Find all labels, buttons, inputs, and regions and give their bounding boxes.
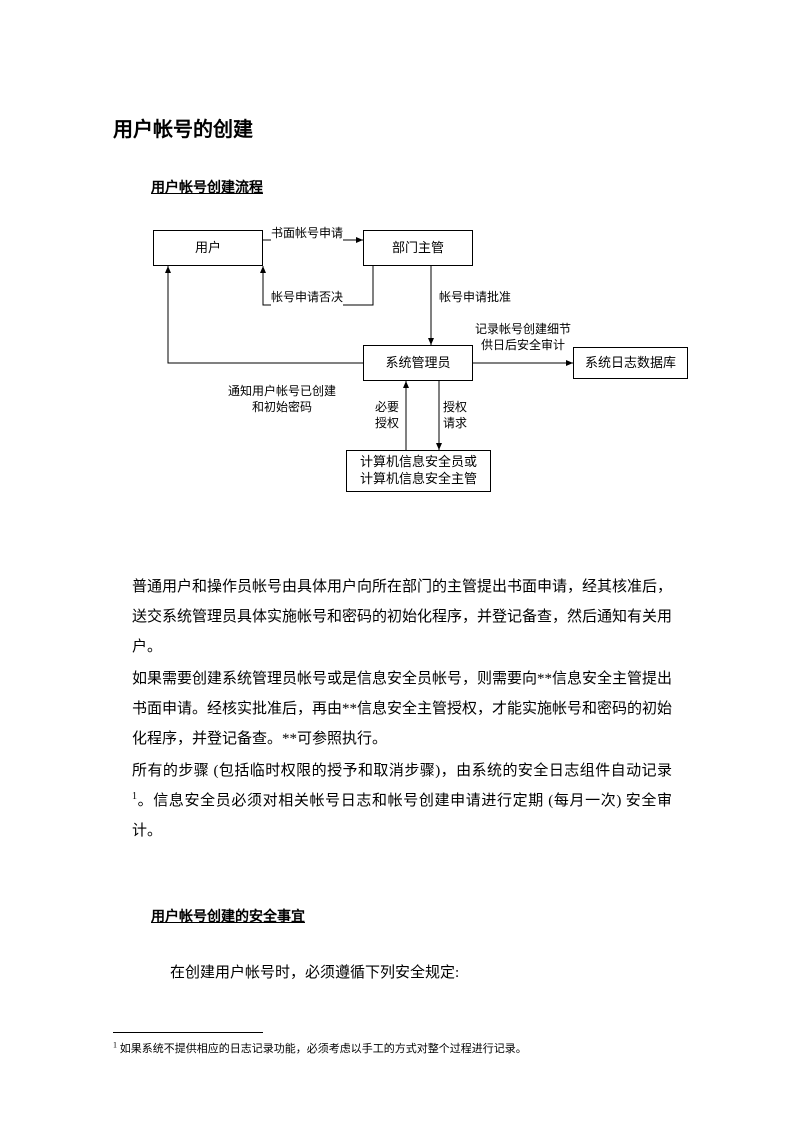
section-heading-process: 用户帐号创建流程 <box>151 177 263 197</box>
edge-label-approve: 帐号申请批准 <box>439 290 511 306</box>
flow-node-dept-label: 部门主管 <box>392 240 444 257</box>
footnote-text: 如果系统不提供相应的日志记录功能，必须考虑以手工的方式对整个过程进行记录。 <box>120 1043 527 1055</box>
account-creation-flowchart: 用户 部门主管 系统管理员 计算机信息安全员或 计算机信息安全主管 系统日志数据… <box>113 220 693 500</box>
footnote-separator <box>113 1032 263 1033</box>
flow-node-sysadmin-label: 系统管理员 <box>385 355 450 372</box>
flow-node-logdb-label: 系统日志数据库 <box>585 355 676 372</box>
paragraph-2: 如果需要创建系统管理员帐号或是信息安全员帐号，则需要向**信息安全主管提出书面申… <box>132 664 672 754</box>
flow-node-dept-manager: 部门主管 <box>363 230 473 266</box>
flow-node-user-label: 用户 <box>195 240 221 257</box>
flow-node-security-officer: 计算机信息安全员或 计算机信息安全主管 <box>346 450 491 492</box>
flow-node-security-label: 计算机信息安全员或 计算机信息安全主管 <box>360 454 477 488</box>
section-heading-security: 用户帐号创建的安全事宜 <box>151 906 305 926</box>
edge-label-auth-req: 授权 请求 <box>443 400 467 431</box>
edge-label-apply: 书面帐号申请 <box>271 226 343 242</box>
flow-node-user: 用户 <box>153 230 263 266</box>
edge-label-reject: 帐号申请否决 <box>271 290 343 306</box>
document-page: 用户帐号的创建 用户帐号创建流程 用户 <box>0 0 793 1122</box>
section2-intro: 在创建用户帐号时，必须遵循下列安全规定: <box>170 958 670 988</box>
footnote-number: 1 <box>113 1040 117 1049</box>
page-title: 用户帐号的创建 <box>113 113 253 142</box>
paragraph-1: 普通用户和操作员帐号由具体用户向所在部门的主管提出书面申请，经其核准后，送交系统… <box>132 572 672 662</box>
paragraph-3: 所有的步骤 (包括临时权限的授予和取消步骤)，由系统的安全日志组件自动记录1。信… <box>132 756 672 846</box>
edge-label-auth-need: 必要 授权 <box>375 400 399 431</box>
footnote-1: 1 如果系统不提供相应的日志记录功能，必须考虑以手工的方式对整个过程进行记录。 <box>113 1040 673 1056</box>
flow-node-log-db: 系统日志数据库 <box>573 347 688 379</box>
paragraph-3b: 。信息安全员必须对相关帐号日志和帐号创建申请进行定期 (每月一次) 安全审计。 <box>132 793 672 839</box>
edge-label-notify: 通知用户帐号已创建 和初始密码 <box>228 384 336 415</box>
paragraph-3a: 所有的步骤 (包括临时权限的授予和取消步骤)，由系统的安全日志组件自动记录 <box>132 763 672 779</box>
edge-label-log: 记录帐号创建细节 供日后安全审计 <box>475 322 571 353</box>
flow-node-sysadmin: 系统管理员 <box>363 345 473 381</box>
